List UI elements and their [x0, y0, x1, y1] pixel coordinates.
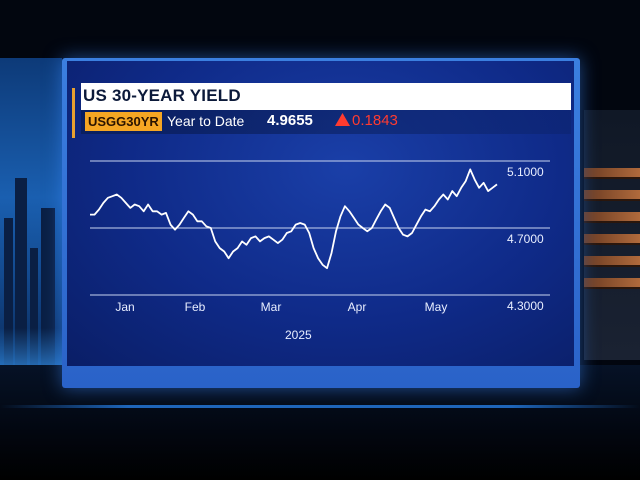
triangle-up-icon [335, 113, 350, 126]
x-tick-label: Jan [115, 300, 134, 314]
studio-backdrop-left [0, 58, 62, 368]
ticker-badge: USGG30YR [85, 112, 162, 131]
x-tick-label: Mar [261, 300, 282, 314]
backdrop-glow [0, 328, 62, 368]
title-banner [81, 83, 571, 110]
wall-slat [584, 190, 640, 201]
last-value: 4.9655 [267, 112, 313, 129]
line-chart: 4.3000 4.7000 5.1000 Jan Feb Mar Apr May 2025 [90, 160, 550, 342]
y-tick-label: 5.1000 [507, 165, 544, 179]
chart-panel: US 30-YEAR YIELD USGG30YR Year to Date 4… [67, 61, 574, 366]
y-tick-label: 4.3000 [507, 299, 544, 313]
display-screen: US 30-YEAR YIELD USGG30YR Year to Date 4… [62, 58, 580, 388]
floor-light-strip [0, 405, 640, 408]
x-tick-label: May [425, 300, 448, 314]
series-line [90, 168, 498, 270]
wall-slat [584, 168, 640, 179]
chart-title: US 30-YEAR YIELD [83, 86, 241, 105]
x-tick-label: Apr [348, 300, 367, 314]
skyline-building [15, 178, 27, 368]
studio-backdrop-right [584, 110, 640, 360]
subtitle-row [81, 110, 571, 134]
y-tick-label: 4.7000 [507, 232, 544, 246]
wall-slat [584, 256, 640, 267]
period-label: Year to Date [167, 113, 245, 129]
skyline-building [4, 218, 13, 368]
year-label: 2025 [285, 328, 312, 342]
x-tick-label: Feb [185, 300, 206, 314]
wall-slat [584, 212, 640, 223]
skyline-building [30, 248, 38, 368]
change-value: 0.1843 [352, 112, 398, 129]
wall-slat [584, 278, 640, 289]
wall-slat [584, 234, 640, 245]
title-accent-bar [72, 88, 75, 138]
